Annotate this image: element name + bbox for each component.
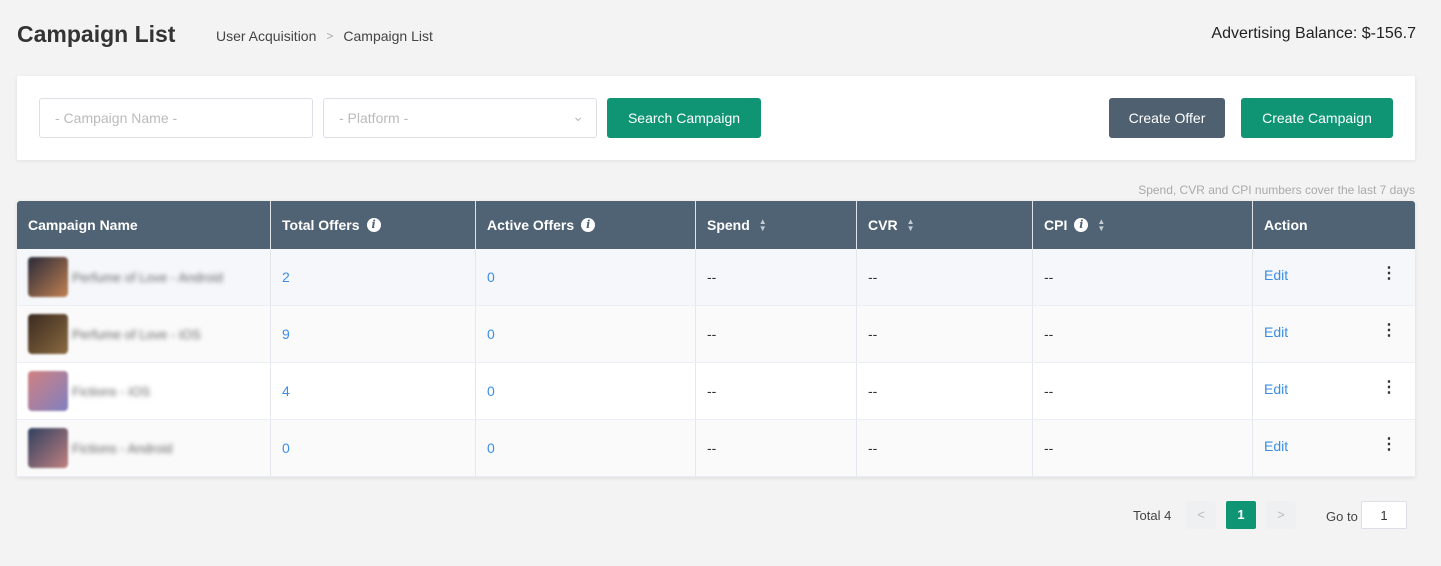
col-active-offers: Active Offers i (476, 201, 696, 249)
total-offers-cell: 2 (271, 249, 476, 305)
info-icon[interactable]: i (366, 218, 381, 232)
col-total-offers: Total Offers i (271, 201, 476, 249)
edit-link[interactable]: Edit (1264, 381, 1289, 397)
active-offers-cell: 0 (476, 249, 696, 305)
campaign-thumbnail (28, 257, 68, 297)
more-options-icon[interactable]: ⋮ (1381, 379, 1397, 396)
search-campaign-button[interactable]: Search Campaign (607, 98, 761, 138)
total-offers-link[interactable]: 2 (282, 269, 290, 285)
campaign-name[interactable]: Fictions - iOS (72, 383, 151, 399)
total-offers-link[interactable]: 9 (282, 326, 290, 342)
campaign-name[interactable]: Perfume of Love - iOS (72, 326, 201, 342)
total-offers-cell: 4 (271, 363, 476, 419)
goto-page-input[interactable]: 1 (1361, 501, 1407, 529)
sort-icon[interactable]: ▲ ▼ (906, 217, 915, 233)
action-cell: Edit ⋮ (1253, 306, 1415, 362)
pagination-total: Total 4 (1133, 508, 1172, 523)
advertising-balance: Advertising Balance: $-156.7 (1211, 25, 1416, 42)
spend-cell: -- (696, 420, 857, 476)
campaign-name-cell: Perfume of Love - iOS (17, 306, 271, 362)
create-offer-button[interactable]: Create Offer (1109, 98, 1225, 138)
info-icon[interactable]: i (581, 218, 596, 232)
chevron-down-icon: ⌄ (572, 108, 584, 124)
cvr-cell: -- (857, 249, 1033, 305)
spend-cell: -- (696, 363, 857, 419)
table-header: Campaign Name Total Offers i Active Offer… (17, 201, 1415, 249)
info-icon[interactable]: i (1074, 218, 1089, 232)
campaign-name-cell: Fictions - Android (17, 420, 271, 476)
campaign-thumbnail (28, 371, 68, 411)
total-offers-cell: 0 (271, 420, 476, 476)
action-cell: Edit ⋮ (1253, 420, 1415, 476)
breadcrumb-campaign-list: Campaign List (343, 28, 433, 44)
campaign-name-input[interactable]: - Campaign Name - (39, 98, 313, 138)
page-title: Campaign List (17, 21, 176, 47)
cpi-cell: -- (1033, 363, 1253, 419)
edit-link[interactable]: Edit (1264, 267, 1289, 283)
spend-cell: -- (696, 249, 857, 305)
col-action: Action (1264, 217, 1308, 233)
table-row: Fictions - iOS 4 0 -- -- -- Edit ⋮ (17, 363, 1415, 420)
more-options-icon[interactable]: ⋮ (1381, 322, 1397, 339)
active-offers-link[interactable]: 0 (487, 269, 495, 285)
filter-card: - Campaign Name - - Platform - ⌄ Search C… (17, 76, 1415, 160)
cvr-cell: -- (857, 420, 1033, 476)
breadcrumb-user-acquisition[interactable]: User Acquisition (216, 28, 317, 44)
campaign-name-cell: Fictions - iOS (17, 363, 271, 419)
cpi-cell: -- (1033, 249, 1253, 305)
campaign-name-cell: Perfume of Love - Android (17, 249, 271, 305)
campaign-name[interactable]: Fictions - Android (72, 440, 173, 456)
action-cell: Edit ⋮ (1253, 249, 1415, 305)
active-offers-cell: 0 (476, 363, 696, 419)
cpi-cell: -- (1033, 420, 1253, 476)
col-spend[interactable]: Spend ▲ ▼ (696, 201, 857, 249)
edit-link[interactable]: Edit (1264, 324, 1289, 340)
active-offers-cell: 0 (476, 420, 696, 476)
campaign-thumbnail (28, 428, 68, 468)
col-cpi[interactable]: CPI i ▲ ▼ (1033, 201, 1253, 249)
chevron-right-icon: > (326, 29, 334, 43)
table-row: Fictions - Android 0 0 -- -- -- Edit ⋮ (17, 420, 1415, 477)
active-offers-link[interactable]: 0 (487, 326, 495, 342)
action-cell: Edit ⋮ (1253, 363, 1415, 419)
next-page-button[interactable]: > (1266, 501, 1296, 529)
active-offers-link[interactable]: 0 (487, 440, 495, 456)
campaign-name[interactable]: Perfume of Love - Android (72, 269, 224, 285)
total-offers-link[interactable]: 0 (282, 440, 290, 456)
platform-select[interactable]: - Platform - ⌄ (323, 98, 597, 138)
platform-placeholder: - Platform - (339, 110, 409, 126)
total-offers-link[interactable]: 4 (282, 383, 290, 399)
cvr-cell: -- (857, 363, 1033, 419)
data-range-note: Spend, CVR and CPI numbers cover the las… (1138, 183, 1415, 197)
breadcrumb: User Acquisition > Campaign List (216, 28, 433, 44)
create-campaign-button[interactable]: Create Campaign (1241, 98, 1393, 138)
active-offers-link[interactable]: 0 (487, 383, 495, 399)
col-campaign-name: Campaign Name (17, 201, 271, 249)
spend-cell: -- (696, 306, 857, 362)
table-row: Perfume of Love - Android 2 0 -- -- -- E… (17, 249, 1415, 306)
more-options-icon[interactable]: ⋮ (1381, 265, 1397, 282)
more-options-icon[interactable]: ⋮ (1381, 436, 1397, 453)
campaign-table: Campaign Name Total Offers i Active Offer… (17, 201, 1415, 477)
edit-link[interactable]: Edit (1264, 438, 1289, 454)
cvr-cell: -- (857, 306, 1033, 362)
cpi-cell: -- (1033, 306, 1253, 362)
total-offers-cell: 9 (271, 306, 476, 362)
page-1-button[interactable]: 1 (1226, 501, 1256, 529)
campaign-thumbnail (28, 314, 68, 354)
table-row: Perfume of Love - iOS 9 0 -- -- -- Edit ⋮ (17, 306, 1415, 363)
active-offers-cell: 0 (476, 306, 696, 362)
sort-icon[interactable]: ▲ ▼ (758, 217, 767, 233)
sort-icon[interactable]: ▲ ▼ (1097, 217, 1106, 233)
goto-label: Go to (1326, 509, 1358, 524)
col-cvr[interactable]: CVR ▲ ▼ (857, 201, 1033, 249)
prev-page-button[interactable]: < (1186, 501, 1216, 529)
